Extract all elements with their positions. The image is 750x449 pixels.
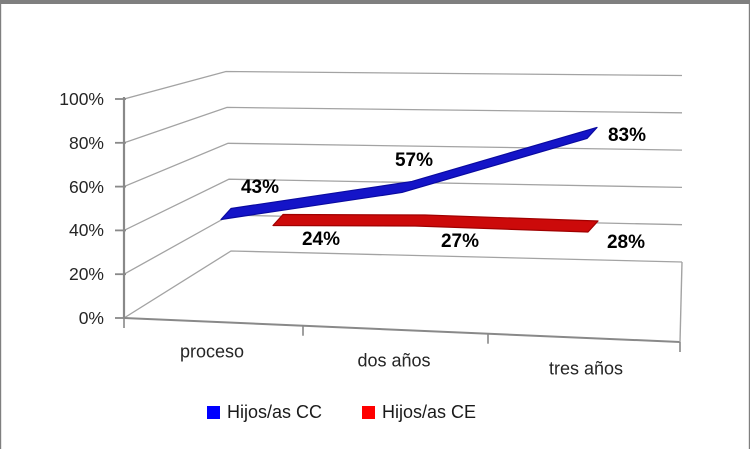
gridline — [123, 142, 683, 188]
gridline — [123, 106, 683, 144]
gridline — [123, 70, 683, 100]
legend-label-hijos-ce: Hijos/as CE — [382, 401, 477, 422]
legend-swatch-hijos-ce — [362, 405, 375, 419]
category-axis-line — [123, 317, 681, 343]
gridline — [123, 178, 683, 231]
legend-item-hijos-cc: Hijos/as CC — [207, 402, 322, 422]
frame-border-top — [0, 0, 750, 4]
series-ribbon-hijos-cc — [220, 126, 598, 221]
legend-item-hijos-ce: Hijos/as CE — [362, 402, 476, 422]
gridline — [123, 250, 683, 319]
frame-border-left — [0, 0, 2, 449]
legend-swatch-hijos-cc — [207, 405, 220, 419]
series-ribbon-hijos-ce — [272, 213, 599, 233]
right-wall-edge — [679, 261, 683, 343]
legend-label-hijos-cc: Hijos/as CC — [227, 401, 323, 422]
frame-border-right — [748, 0, 750, 449]
